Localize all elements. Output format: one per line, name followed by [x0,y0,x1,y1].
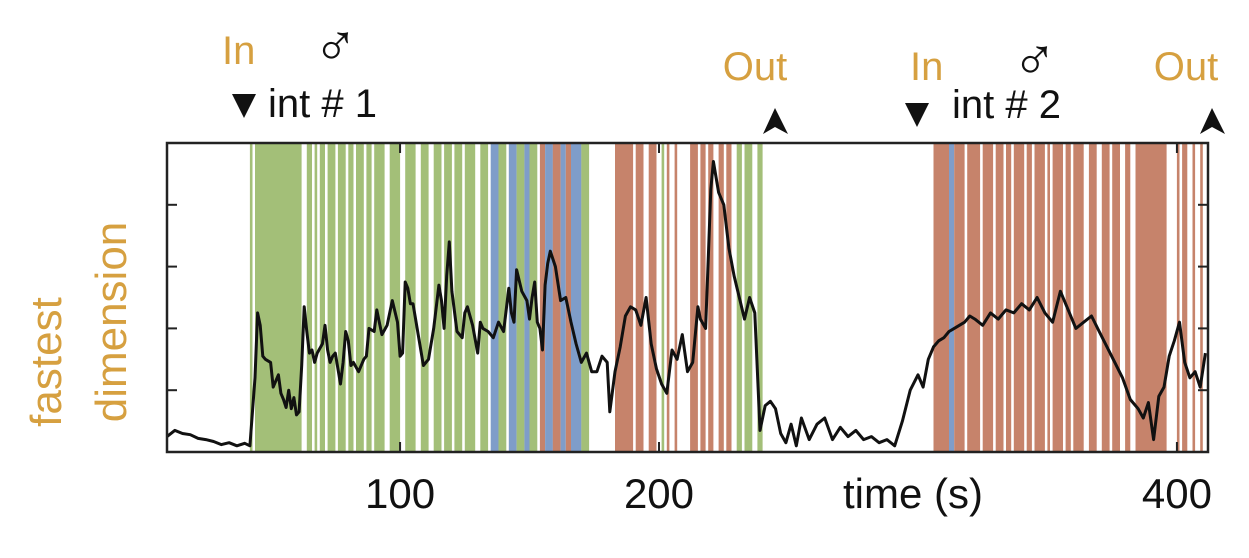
behaviour-band-red [1073,143,1084,452]
annotation-in-1: In [222,29,255,73]
behaviour-band-red [1135,143,1167,452]
arrow-down-icon-1 [232,94,256,118]
behaviour-band-red [1013,143,1025,452]
behaviour-band-blue [545,143,553,452]
behaviour-band-green [757,143,763,452]
arrow-down-icon-2 [905,103,929,127]
behaviour-band-red [565,143,571,452]
behaviour-band-green [306,143,312,452]
behaviour-band-green [454,143,463,452]
behaviour-band-red [539,143,546,452]
behaviour-band-red [1112,143,1120,452]
behaviour-band-green [348,143,354,452]
behaviour-band-red [708,143,714,452]
behaviour-band-blue [490,143,499,452]
behaviour-band-blue [508,143,517,452]
behaviour-band-red [1006,143,1012,452]
behaviour-band-red [648,143,657,452]
behaviour-band-red [933,143,949,452]
behaviour-band-green [319,143,325,452]
behaviour-band-red [700,143,706,452]
behaviour-band-green [420,143,429,452]
series-line [166,160,1207,448]
behaviour-band-green [337,143,346,452]
behaviour-band-red [1026,143,1032,452]
behaviour-band-green [581,143,590,452]
behaviour-band-red [615,143,634,452]
annotation-int-1: int # 1 [268,82,377,126]
behaviour-band-red [718,143,724,452]
behaviour-band-red [1125,143,1131,452]
behaviour-band-green [516,143,525,452]
behaviour-band-green [444,143,452,452]
behaviour-band-green [356,143,364,452]
y-axis-label-line1: fastest [22,297,71,427]
axis-ticks [167,143,1208,452]
behaviour-band-red [1065,143,1071,452]
behaviour-band-green [661,143,665,452]
behaviour-band-red [982,143,994,452]
behaviour-band-red [1176,143,1180,452]
annotation-out-2: Out [1154,45,1218,89]
behaviour-band-blue [524,143,530,452]
x-tick-label-400: 400 [1142,470,1212,517]
behaviour-band-red [674,143,678,452]
x-axis-label: time (s) [843,470,983,517]
behaviour-band-red [1200,143,1203,452]
male-symbol-1: ♂ [313,12,358,79]
arrow-up-icon-2 [1200,108,1225,134]
behaviour-band-red [954,143,965,452]
behaviour-band-green [314,143,318,452]
annotation-int-2: int # 2 [952,83,1061,127]
behaviour-band-green [327,143,336,452]
behaviour-band-red [1101,143,1110,452]
behaviour-band-red [690,143,698,452]
arrow-up-icon-1 [763,108,788,134]
x-tick-label-100: 100 [365,470,435,517]
behaviour-band-red [1182,143,1188,452]
behaviour-band-green [498,143,507,452]
annotation-in-2: In [910,45,943,89]
behaviour-band-red [1047,143,1050,452]
behaviour-band-red [1034,143,1045,452]
behaviour-band-green [366,143,372,452]
male-symbol-2: ♂ [1012,26,1057,93]
behaviour-band-red [1088,143,1097,452]
behaviour-band-red [726,143,732,452]
behaviour-band-red [552,143,561,452]
behaviour-band-blue [571,143,582,452]
behaviour-band-green [374,143,385,452]
behaviour-band-red [635,143,644,452]
behaviour-band-blue [949,143,955,452]
behaviour-band-green [249,143,253,452]
behaviour-band-green [389,143,401,452]
behaviour-band-green [480,143,489,452]
behaviour-band-red [967,143,981,452]
x-tick-label-200: 200 [624,470,694,517]
plot-frame [165,141,1210,454]
y-axis-label-line2: dimension [87,222,136,423]
annotation-out-1: Out [723,45,787,89]
behaviour-band-red [995,143,1004,452]
behaviour-band-red [1192,143,1196,452]
behaviour-band-red [666,143,670,452]
behaviour-band-green [464,143,476,452]
